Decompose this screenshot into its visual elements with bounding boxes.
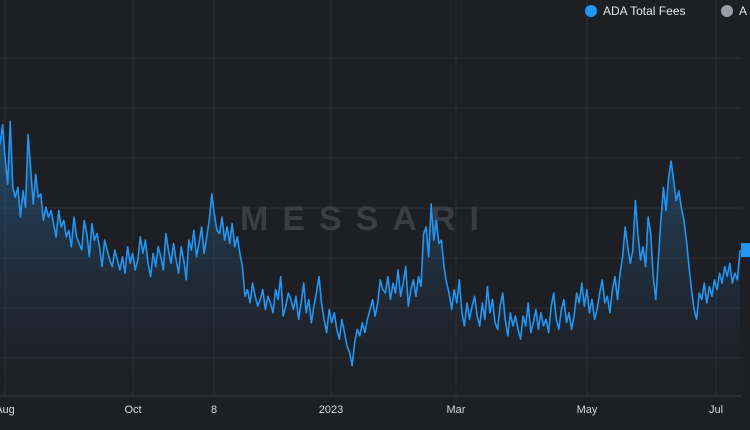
x-axis: Aug Oct 8 2023 Mar May Jul — [0, 404, 723, 416]
legend-label-second-series: A — [739, 4, 747, 18]
legend: ADA Total Fees A — [585, 4, 747, 18]
series-area-fill — [0, 121, 740, 397]
legend-label-ada-total-fees: ADA Total Fees — [603, 4, 686, 18]
x-tick-label: Mar — [447, 404, 466, 416]
legend-dot-ada-total-fees — [585, 5, 597, 17]
x-tick-label: Oct — [124, 404, 141, 416]
watermark: MESSARI — [240, 200, 493, 238]
legend-item-second-series[interactable]: A — [721, 4, 747, 18]
x-tick-label: 2023 — [319, 404, 343, 416]
series-line-ada-total-fees — [0, 120, 741, 367]
x-tick-label: May — [577, 404, 598, 416]
x-tick-label: Aug — [0, 404, 15, 416]
legend-dot-second-series — [721, 5, 733, 17]
last-value-tag — [741, 243, 750, 258]
legend-item-ada-total-fees[interactable]: ADA Total Fees — [585, 4, 686, 18]
x-tick-label: 8 — [211, 404, 217, 416]
last-value-marker — [741, 243, 750, 258]
x-tick-label: Jul — [709, 404, 723, 416]
